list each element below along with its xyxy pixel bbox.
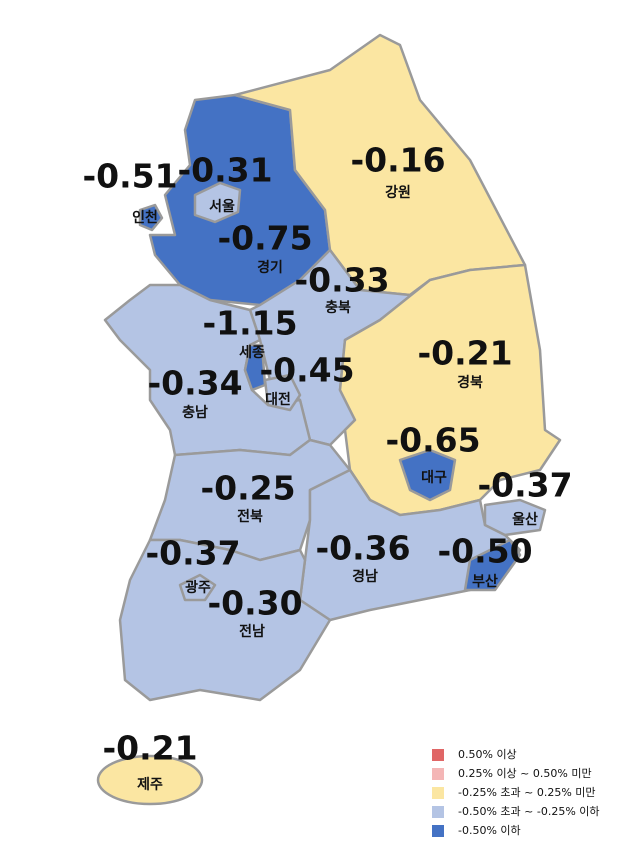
region-name: 인천 xyxy=(132,209,158,226)
legend-swatch xyxy=(432,749,444,761)
region-name: 부산 xyxy=(472,573,498,590)
legend-swatch xyxy=(432,806,444,818)
region-name: 경기 xyxy=(257,259,283,276)
region-value: -0.37 xyxy=(145,534,240,573)
region-shape xyxy=(263,373,302,412)
region-name: 세종 xyxy=(239,345,265,361)
region-shape xyxy=(178,573,217,602)
region-value: -0.36 xyxy=(315,529,410,568)
region-value: -1.15 xyxy=(202,304,297,343)
region-value: -0.16 xyxy=(350,141,445,180)
region-value: -0.75 xyxy=(217,219,312,258)
legend-label: -0.50% 이하 xyxy=(458,823,521,837)
region-shape xyxy=(96,754,204,806)
region-name: 대전 xyxy=(265,391,291,408)
region-value: -0.25 xyxy=(200,469,295,508)
region-value: -0.51 xyxy=(82,157,177,196)
region-name: 충북 xyxy=(325,300,351,316)
region-name: 강원 xyxy=(385,184,411,201)
region-value: -0.45 xyxy=(259,351,354,390)
region-shape xyxy=(463,538,522,592)
region-shape xyxy=(193,181,242,224)
region-shape xyxy=(243,343,267,392)
region-shape xyxy=(118,538,332,702)
legend-label: -0.25% 초과 ~ 0.25% 미만 xyxy=(458,786,596,799)
region-value: -0.33 xyxy=(294,261,389,300)
region-value: -0.21 xyxy=(417,334,512,373)
region-name: 대구 xyxy=(421,470,447,486)
legend-swatch xyxy=(432,787,444,799)
legend-label: -0.50% 초과 ~ -0.25% 이하 xyxy=(458,804,600,818)
region-shape xyxy=(483,498,547,537)
region-name: 제주 xyxy=(137,777,163,793)
legend-label: 0.50% 이상 xyxy=(458,748,517,761)
legend-swatch xyxy=(432,768,444,780)
region-value: -0.50 xyxy=(437,532,532,571)
region-name: 경북 xyxy=(457,374,483,391)
region-value: -0.37 xyxy=(477,466,572,505)
region-value: -0.30 xyxy=(207,584,302,623)
region-shapes xyxy=(96,33,562,806)
region-value: -0.34 xyxy=(147,364,242,403)
region-shape xyxy=(398,448,457,502)
region-name: 경남 xyxy=(352,568,378,585)
region-value: -0.21 xyxy=(102,729,197,768)
legend-label: 0.25% 이상 ~ 0.50% 미만 xyxy=(458,767,592,780)
region-name: 서울 xyxy=(209,198,235,215)
region-name: 울산 xyxy=(512,511,538,528)
region-value: -0.31 xyxy=(177,151,272,190)
legend-swatch xyxy=(432,825,444,837)
region-name: 광주 xyxy=(185,579,211,596)
region-value: -0.65 xyxy=(385,421,480,460)
region-name: 전북 xyxy=(237,508,263,525)
region-name: 전남 xyxy=(239,623,265,640)
region-name: 충남 xyxy=(182,404,208,421)
region-shape xyxy=(138,203,164,232)
